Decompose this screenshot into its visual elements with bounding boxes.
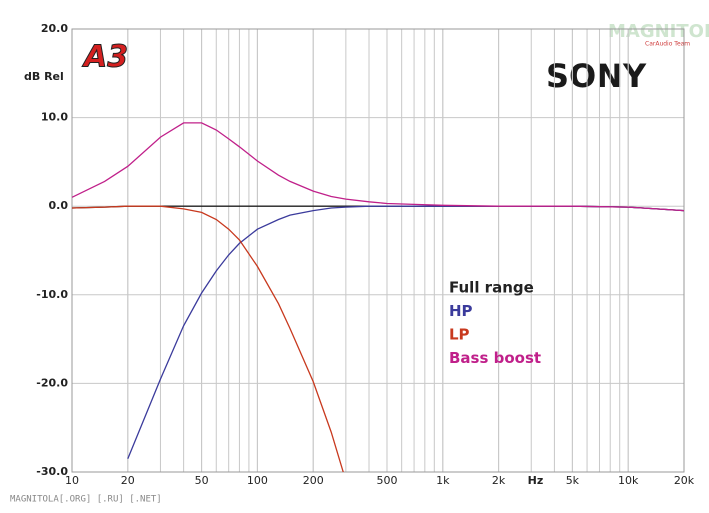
watermark-sub: CarAudio Team bbox=[645, 41, 690, 48]
legend-entry: HP bbox=[449, 302, 473, 320]
x-tick-label: 2k bbox=[492, 474, 506, 487]
x-tick-label: 10k bbox=[618, 474, 639, 487]
legend-entry: Bass boost bbox=[449, 349, 541, 367]
x-tick-label: 20 bbox=[121, 474, 135, 487]
y-tick-label: -10.0 bbox=[36, 288, 68, 301]
x-tick-label: 5k bbox=[566, 474, 580, 487]
footer: MAGNITOLA[.ORG] [.RU] [.NET] bbox=[10, 495, 162, 505]
x-tick-label: 500 bbox=[376, 474, 397, 487]
x-tick-label: 200 bbox=[303, 474, 324, 487]
x-tick-label: 1k bbox=[436, 474, 450, 487]
watermark: MAGNITOLA bbox=[608, 21, 709, 42]
series-line bbox=[72, 122, 684, 212]
legend-entry: Full range bbox=[449, 279, 534, 297]
plot-area bbox=[72, 122, 684, 472]
logo: A3 bbox=[82, 40, 128, 75]
x-tick-label: 50 bbox=[195, 474, 209, 487]
y-tick-label: -30.0 bbox=[36, 465, 68, 478]
y-tick-label: 10.0 bbox=[41, 111, 68, 124]
x-tick-label: 20k bbox=[674, 474, 695, 487]
y-tick-label: 0.0 bbox=[49, 199, 69, 212]
brand: SONY bbox=[546, 57, 647, 95]
x-tick-label: 100 bbox=[247, 474, 268, 487]
plot-frame bbox=[71, 28, 685, 473]
x-unit-label: Hz bbox=[528, 474, 544, 487]
y-tick-label: 20.0 bbox=[41, 22, 68, 35]
series-line bbox=[72, 205, 344, 472]
legend-entry: LP bbox=[449, 326, 470, 344]
x-tick-label: 10 bbox=[65, 474, 79, 487]
y-axis-label: dB Rel bbox=[24, 70, 64, 83]
series-line bbox=[127, 205, 684, 459]
y-tick-label: -20.0 bbox=[36, 376, 68, 389]
